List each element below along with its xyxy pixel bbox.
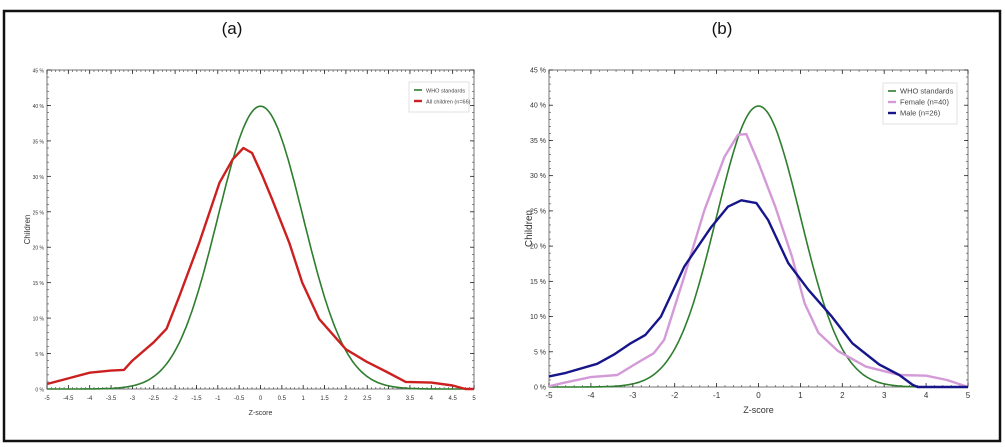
x-axis-label: Z-score [743,405,774,415]
panel-a-label: (a) [222,19,243,38]
legend-box [408,81,470,113]
legend-box [882,82,958,125]
series-line-1 [548,132,969,389]
x-tick-label: 2 [840,391,845,400]
x-tick-label: -4 [87,396,93,402]
x-axis-label: Z-score [249,410,273,417]
x-tick-label: 0 [756,391,761,400]
y-tick-label: 35 % [530,138,546,145]
x-tick-label: -4.5 [63,396,74,402]
chart-a: -5 -4.5 -4 -3.5 -3 -2.5 -2 -1.5 -1 -0.5 0 0.5 1 1.5 2 2… [23,69,476,418]
legend-label: All children (n=66) [426,100,471,106]
y-tick-label: 40 % [33,104,45,110]
series-line-2 [548,199,968,389]
panel-b-label: (b) [712,19,733,38]
y-tick-label: 20 % [530,244,546,251]
x-tick-label: 5 [472,396,476,402]
x-tick-label: -1 [215,396,221,402]
y-tick-label: 40 % [530,103,546,110]
series-line-1 [46,146,474,391]
y-tick-label: 0 % [534,385,546,392]
x-tick-label: 0 [259,396,263,402]
x-tick-label: -3 [629,391,637,400]
x-tick-label: -5 [545,391,553,400]
x-tick-label: 2.5 [363,396,372,402]
series-line-0 [47,105,474,390]
y-tick-label: 45 % [33,69,45,75]
x-tick-label: 4.5 [448,396,457,402]
y-tick-label: 0 % [35,388,44,394]
legend-label: WHO standards [426,89,465,95]
x-tick-label: 4 [924,391,929,400]
x-tick-label: -1 [713,391,721,400]
x-tick-label: 3.5 [406,396,415,402]
x-tick-label: 4 [430,396,434,402]
y-tick-label: 20 % [33,246,45,252]
x-tick-label: -2.5 [149,396,160,402]
y-tick-label: 25 % [530,208,546,215]
x-tick-label: 1 [798,391,803,400]
x-tick-label: 0.5 [278,396,287,402]
y-tick-label: 15 % [33,281,45,287]
x-tick-label: 5 [966,391,971,400]
chart-b: -5 -4 -3 -2 -1 0 1 2 3 4 5 0 % 5 % 10 % 15 % 20 % 25 % 30… [524,68,971,416]
legend-label: Male (n=26) [900,109,941,118]
y-tick-label: 10 % [33,317,45,323]
legend-label: Female (n=40) [900,98,949,107]
y-tick-label: 5 % [534,349,546,356]
y-tick-label: 5 % [35,352,44,358]
x-tick-label: -0.5 [234,396,245,402]
y-axis-label: Children [23,215,32,245]
legend: WHO standards Female (n=40) Male (n=26) [882,82,958,125]
x-tick-label: -3.5 [106,396,117,402]
x-tick-label: -1.5 [191,396,202,402]
legend: WHO standards All children (n=66) [408,81,471,113]
y-tick-label: 15 % [530,279,546,286]
x-tick-label: 1 [302,396,306,402]
figure-frame [2,9,1002,443]
x-tick-label: 3 [387,396,391,402]
y-tick-label: 10 % [530,314,546,321]
x-tick-label: -2 [172,396,178,402]
y-tick-label: 30 % [530,173,546,180]
x-tick-label: 3 [882,391,887,400]
x-tick-label: -3 [130,396,136,402]
y-tick-label: 45 % [530,68,546,75]
series-line-0 [549,105,968,388]
x-tick-label: -4 [587,391,595,400]
y-tick-label: 35 % [33,139,45,145]
x-tick-label: 2 [344,396,348,402]
y-axis-label: Children [524,210,535,247]
x-tick-label: -2 [671,391,679,400]
x-tick-label: 1.5 [320,396,329,402]
legend-label: WHO standards [900,87,954,96]
y-tick-label: 25 % [33,210,45,216]
x-tick-label: -5 [44,396,50,402]
y-tick-label: 30 % [33,175,45,181]
